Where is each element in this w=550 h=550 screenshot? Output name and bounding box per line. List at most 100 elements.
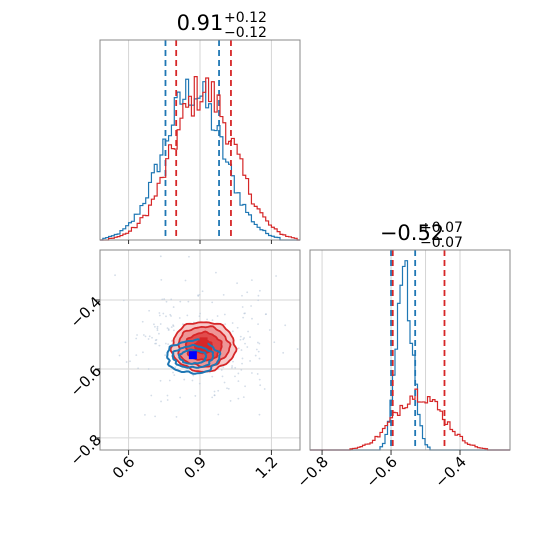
- scatter-point: [234, 366, 237, 369]
- scatter-point: [167, 343, 170, 346]
- scatter-point: [179, 300, 182, 303]
- scatter-point: [257, 299, 260, 302]
- scatter-point: [172, 371, 174, 374]
- scatter-point: [156, 325, 159, 328]
- scatter-point: [236, 282, 238, 285]
- scatter-point: [263, 388, 266, 390]
- scatter-point: [250, 279, 253, 282]
- scatter-point: [166, 327, 169, 330]
- scatter-point: [147, 338, 150, 340]
- title-1-lower-error: −0.12: [224, 25, 267, 41]
- scatter-point: [160, 278, 163, 281]
- scatter-point: [211, 319, 214, 322]
- scatter-point: [122, 299, 125, 302]
- scatter-point: [159, 323, 162, 325]
- scatter-point: [237, 380, 240, 382]
- y-tick-label: −0.8: [67, 431, 105, 469]
- scatter-point: [257, 323, 259, 326]
- scatter-point: [135, 337, 138, 340]
- scatter-point: [249, 336, 251, 338]
- scatter-point: [159, 255, 162, 258]
- scatter-point: [170, 326, 173, 329]
- scatter-point: [296, 348, 299, 350]
- title-1-value: 0.91: [177, 11, 224, 35]
- x-tick-label: 0.6: [109, 453, 139, 483]
- scatter-point: [186, 314, 189, 317]
- scatter-point: [241, 306, 244, 308]
- scatter-point: [141, 320, 144, 323]
- scatter-point: [191, 379, 194, 382]
- scatter-point: [188, 255, 190, 258]
- title-2-upper-error: +0.07: [420, 220, 463, 236]
- y-tick-label: −0.6: [67, 362, 105, 400]
- scatter-point: [158, 314, 161, 317]
- x-tick-label: 1.2: [252, 453, 282, 483]
- scatter-point: [162, 312, 165, 315]
- scatter-point: [129, 360, 131, 363]
- scatter-point: [135, 354, 138, 357]
- scatter-point: [175, 415, 178, 418]
- scatter-point: [198, 382, 201, 385]
- red-marker: [199, 337, 208, 346]
- title-2-lower-error: −0.07: [420, 235, 463, 251]
- scatter-point: [206, 318, 209, 321]
- scatter-point: [239, 335, 242, 338]
- scatter-point: [198, 293, 201, 296]
- scatter-point: [251, 372, 253, 374]
- scatter-point: [197, 294, 200, 297]
- scatter-point: [168, 379, 171, 382]
- scatter-point: [173, 329, 175, 332]
- scatter-point: [231, 330, 234, 333]
- scatter-point: [259, 384, 262, 387]
- scatter-point: [258, 289, 261, 292]
- scatter-point: [151, 336, 153, 339]
- scatter-point: [273, 341, 276, 344]
- scatter-point: [240, 349, 243, 351]
- x-tick-label: −0.4: [431, 453, 469, 491]
- scatter-point: [258, 357, 261, 360]
- scatter-point: [256, 373, 259, 375]
- scatter-point: [199, 312, 201, 315]
- scatter-point: [240, 368, 243, 371]
- scatter-point: [164, 342, 167, 345]
- scatter-point: [150, 394, 153, 397]
- scatter-point: [166, 399, 169, 401]
- scatter-point: [236, 326, 239, 329]
- scatter-point: [161, 298, 164, 301]
- scatter-point: [241, 362, 243, 365]
- scatter-point: [257, 350, 260, 353]
- scatter-point: [192, 374, 195, 377]
- scatter-point: [244, 342, 246, 345]
- scatter-point: [201, 290, 204, 293]
- scatter-point: [231, 365, 234, 367]
- scatter-point: [242, 316, 245, 319]
- scatter-point: [242, 396, 245, 398]
- title-2-value: −0.52: [380, 221, 444, 245]
- scatter-point: [159, 379, 162, 382]
- scatter-point: [165, 300, 168, 303]
- scatter-point: [156, 327, 159, 330]
- title-parameter-2: −0.52: [380, 221, 444, 245]
- scatter-point: [275, 275, 277, 277]
- scatter-point: [147, 368, 150, 370]
- scatter-point: [226, 387, 228, 390]
- scatter-point: [231, 366, 233, 369]
- scatter-point: [223, 313, 226, 316]
- scatter-point: [229, 400, 232, 402]
- scatter-point: [258, 342, 261, 345]
- scatter-point: [169, 313, 172, 316]
- scatter-point: [160, 400, 162, 403]
- scatter-point: [220, 369, 223, 371]
- scatter-point: [181, 323, 184, 326]
- scatter-point: [154, 325, 156, 328]
- scatter-point: [156, 329, 159, 332]
- scatter-point: [251, 317, 253, 320]
- scatter-point: [158, 344, 161, 347]
- scatter-point: [254, 354, 257, 357]
- scatter-point: [258, 413, 261, 416]
- scatter-point: [234, 375, 236, 378]
- scatter-point: [167, 329, 170, 332]
- scatter-point: [258, 378, 261, 381]
- scatter-point: [242, 338, 245, 341]
